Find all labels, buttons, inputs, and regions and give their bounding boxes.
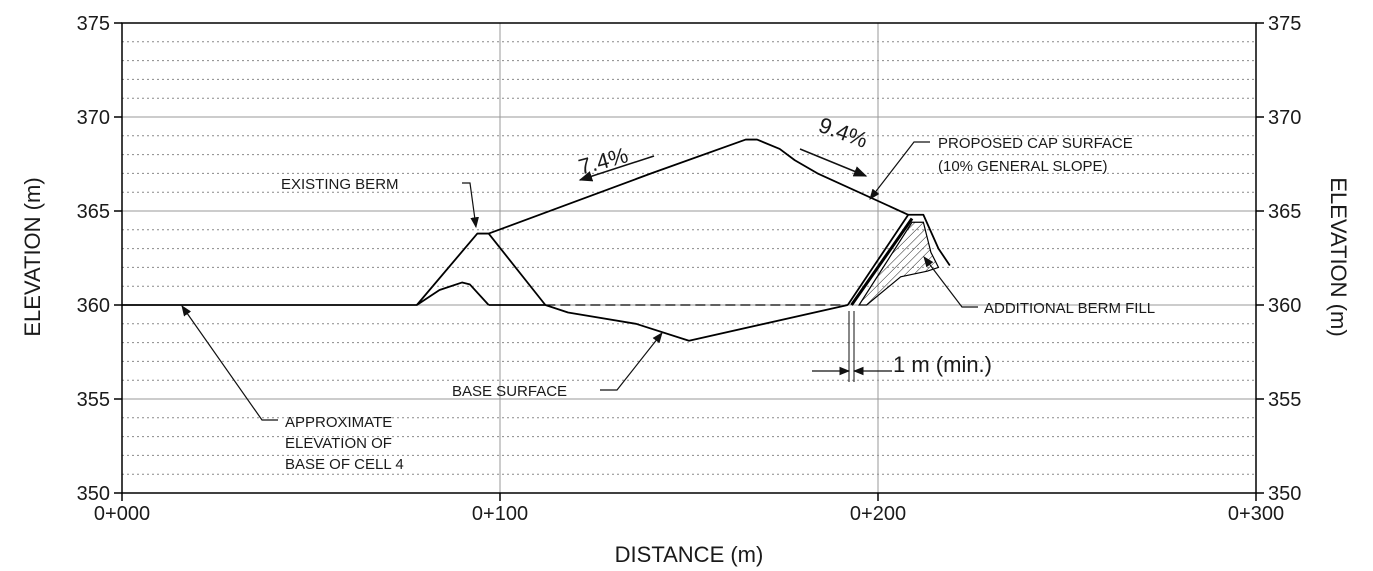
additional-berm-fill-hatch <box>858 221 940 306</box>
y-axis-title-right: ELEVATION (m) <box>1326 177 1351 336</box>
approx-elevation-label-line2: ELEVATION OF <box>285 435 392 452</box>
tick-labels: 350 350 355 355 360 360 365 365 370 370 375 375 0+00… <box>77 13 1302 525</box>
y-tick-label-left: 350 <box>77 483 110 505</box>
y-tick-label-left: 355 <box>77 389 110 411</box>
additional-berm-fill-label: ADDITIONAL BERM FILL <box>984 300 1155 317</box>
x-axis-title: DISTANCE (m) <box>615 542 764 567</box>
profile-existing-ground <box>122 281 490 306</box>
profile-lines <box>122 138 951 342</box>
y-tick-label-right: 360 <box>1268 295 1301 317</box>
y-axis-title-left: ELEVATION (m) <box>20 177 45 336</box>
slope-right-label: 9.4% <box>815 112 871 153</box>
x-tick-label: 0+100 <box>472 503 528 525</box>
profile-liner <box>850 217 914 306</box>
profile-base <box>488 304 848 342</box>
base-surface-label: BASE SURFACE <box>452 383 567 400</box>
approx-elevation-leader <box>181 305 278 421</box>
proposed-cap-label-line1: PROPOSED CAP SURFACE <box>938 135 1133 152</box>
slope-right-arrow <box>799 148 868 177</box>
profile-cap <box>416 138 909 306</box>
profile-berm-inner <box>487 233 547 306</box>
min-offset-label: 1 m (min.) <box>893 352 992 377</box>
x-tick-label: 0+000 <box>94 503 150 525</box>
y-tick-label-right: 350 <box>1268 483 1301 505</box>
y-tick-label-left: 375 <box>77 13 110 35</box>
y-tick-label-right: 375 <box>1268 13 1301 35</box>
base-surface-leader <box>600 332 663 391</box>
y-tick-label-right: 370 <box>1268 107 1301 129</box>
proposed-cap-label-line2: (10% GENERAL SLOPE) <box>938 158 1108 175</box>
y-tick-label-left: 365 <box>77 201 110 223</box>
existing-berm-label: EXISTING BERM <box>281 176 399 193</box>
profile-berm-outer <box>847 213 951 306</box>
y-tick-label-left: 370 <box>77 107 110 129</box>
additional-berm-fill-leader <box>923 256 978 308</box>
proposed-cap-leader <box>869 141 930 200</box>
slope-left-label: 7.4% <box>576 142 631 179</box>
axis-ticks <box>114 22 1264 501</box>
x-tick-label: 0+300 <box>1228 503 1284 525</box>
y-tick-label-left: 360 <box>77 295 110 317</box>
existing-berm-leader <box>462 182 479 229</box>
slope-left-arrow <box>578 155 655 182</box>
approx-elevation-label-line3: BASE OF CELL 4 <box>285 456 404 473</box>
minor-gridlines <box>122 41 1256 475</box>
x-tick-label: 0+200 <box>850 503 906 525</box>
approx-elevation-label-line1: APPROXIMATE <box>285 414 392 431</box>
y-tick-label-right: 355 <box>1268 389 1301 411</box>
plot-frame <box>121 22 1257 494</box>
y-tick-label-right: 365 <box>1268 201 1301 223</box>
